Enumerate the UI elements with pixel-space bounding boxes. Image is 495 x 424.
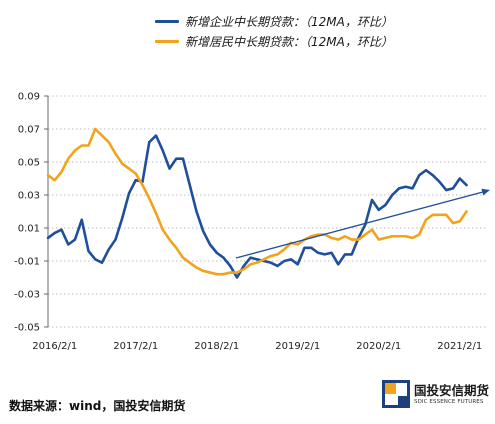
x-tick-label: 2018/2/1	[194, 341, 239, 352]
legend-swatch-corporate-loans	[155, 19, 179, 23]
data-source-note: 数据来源：wind，国投安信期货	[9, 399, 186, 413]
y-tick-label: 0.01	[18, 224, 40, 235]
company-logo: 国投安信期货 SDIC ESSENCE FUTURES	[382, 380, 489, 408]
y-tick-label: 0.05	[18, 158, 40, 169]
legend-item-household-loans: 新增居民中长期贷款：（12MA，环比）	[155, 31, 393, 51]
trend-arrow-line	[235, 191, 483, 259]
x-tick-label: 2019/2/1	[275, 341, 320, 352]
trend-arrow	[235, 188, 490, 259]
y-tick-label: -0.01	[14, 257, 40, 268]
x-tick-label: 2016/2/1	[32, 341, 77, 352]
logo-subtitle: SDIC ESSENCE FUTURES	[414, 398, 484, 405]
y-tick-label: 0.03	[18, 191, 40, 202]
y-axis-tick-labels: 0.09 0.07 0.05 0.03 0.01 -0.01 -0.03 -0.05	[14, 92, 40, 334]
y-tick-label: -0.05	[14, 323, 40, 334]
trend-arrow-head	[481, 188, 490, 196]
x-tick-label: 2021/2/1	[437, 341, 482, 352]
legend-label-corporate-loans: 新增企业中长期贷款：（12MA，环比）	[185, 14, 393, 29]
legend-item-corporate-loans: 新增企业中长期贷款：（12MA，环比）	[155, 11, 393, 31]
series-line-corporate-loans	[46, 134, 468, 279]
y-tick-label: 0.07	[18, 125, 40, 136]
legend: 新增企业中长期贷款：（12MA，环比） 新增居民中长期贷款：（12MA，环比）	[155, 11, 393, 51]
logo-name: 国投安信期货	[414, 382, 490, 398]
x-tick-label: 2017/2/1	[113, 341, 158, 352]
x-axis-tick-labels: 2016/2/1 2017/2/1 2018/2/1 2019/2/1 2020/2/1…	[32, 341, 482, 352]
logo-text: 国投安信期货 SDIC ESSENCE FUTURES	[414, 383, 489, 406]
y-gridlines	[44, 95, 488, 328]
y-tick-label: -0.03	[14, 290, 40, 301]
chart-plot-area: 0.09 0.07 0.05 0.03 0.01 -0.01 -0.03 -0.05 2016/…	[14, 92, 488, 352]
logo-icon	[382, 380, 410, 408]
y-tick-label: 0.09	[18, 92, 40, 103]
x-tick-label: 2020/2/1	[356, 341, 401, 352]
series-line-household-loans	[46, 127, 468, 276]
legend-label-household-loans: 新增居民中长期贷款：（12MA，环比）	[185, 34, 393, 49]
legend-swatch-household-loans	[155, 39, 179, 43]
